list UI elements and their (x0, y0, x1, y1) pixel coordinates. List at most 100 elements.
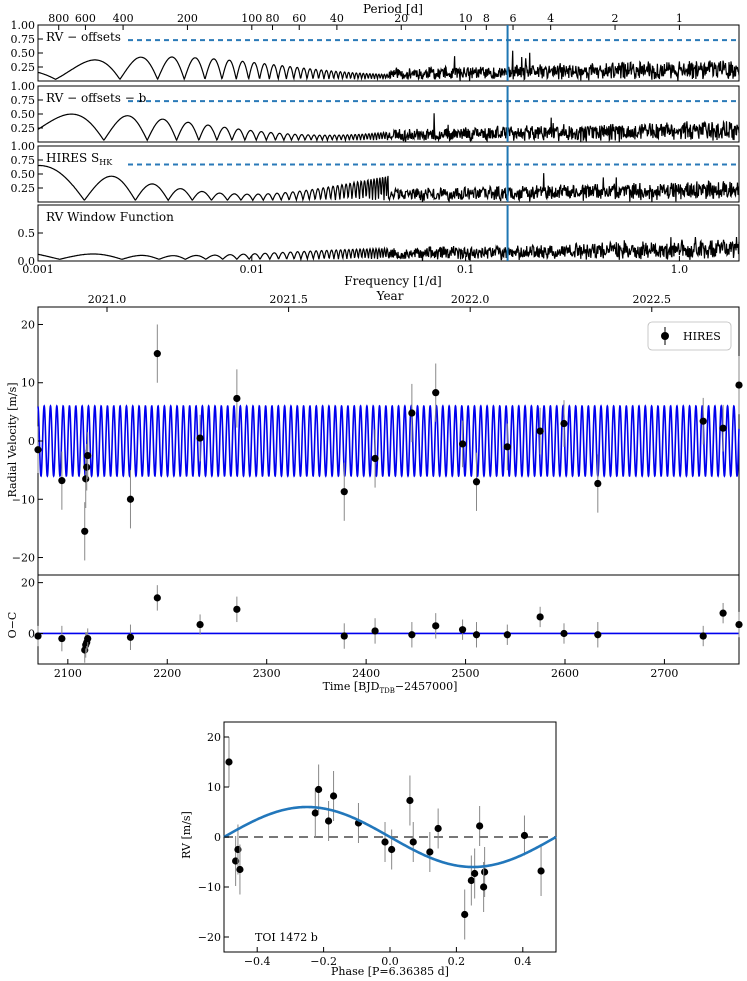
resid-point (432, 622, 440, 630)
resid-point (126, 633, 135, 641)
panel-label-sub: HK (99, 158, 113, 167)
period-ticks: 800 600 400 200 100 80 60 40 20 10 8 6 4 2 1 (48, 12, 683, 30)
period-tick-label: 400 (113, 12, 134, 25)
time-x-tick-label: 2500 (452, 667, 480, 680)
y-tick-label: 0.75 (11, 154, 36, 167)
phase-point (406, 796, 414, 805)
year-axis-title: Year (376, 289, 404, 303)
year-tick-label: 2022.0 (451, 293, 490, 306)
y-tick-label: 0.25 (11, 61, 36, 74)
resid-point (58, 634, 66, 643)
phase-point (426, 848, 434, 856)
resid-point (699, 632, 707, 640)
phase-point (481, 868, 489, 876)
period-tick-label: 800 (48, 12, 69, 25)
rv-point (196, 434, 204, 442)
phase-point (381, 838, 389, 846)
period-tick-label: 20 (394, 12, 408, 25)
resid-point (196, 620, 204, 629)
year-tick-label: 2021.0 (88, 293, 127, 306)
phase-x-tick-label: 0.4 (514, 955, 532, 968)
resid-y-axis-label: O−C (6, 612, 19, 639)
y-tick-label: 0.25 (11, 182, 36, 195)
phase-x-tick-label: 0.0 (381, 955, 399, 968)
frequency-axis-label: Frequency [1/d] (344, 274, 441, 288)
time-x-tick-label: 2700 (650, 667, 678, 680)
time-x-tick-label: 2300 (253, 667, 281, 680)
y-tick-label: 0.0 (18, 255, 36, 268)
phase-point (537, 867, 545, 875)
phase-x-tick-label: −0.2 (310, 955, 337, 968)
rv-y-tick-label: −10 (12, 493, 35, 506)
phase-point (324, 817, 333, 825)
resid-point (458, 626, 467, 634)
rv-point (536, 427, 544, 435)
rv-point (371, 454, 379, 463)
panel-label: RV − offsets (46, 30, 121, 44)
time-axis-label-main: Time [BJD (323, 680, 380, 693)
x-tick-label: 0.1 (457, 263, 475, 276)
y-tick-label: 1.00 (11, 19, 36, 32)
resid-point (719, 609, 727, 617)
panel-label: RV − offsets − b (46, 91, 147, 105)
phase-y-tick-label: 10 (207, 781, 221, 794)
rv-point (560, 419, 568, 428)
periodogram-panel-3: 0.250.500.751.00 HIRES SHK (11, 140, 740, 203)
rv-point (458, 440, 467, 448)
period-tick-label: 600 (75, 12, 96, 25)
phase-point (236, 865, 244, 874)
year-tick-label: 2021.5 (269, 293, 308, 306)
phase-x-tick-label: −0.4 (244, 955, 271, 968)
year-tick-label: 2022.5 (633, 293, 672, 306)
period-tick-label: 4 (547, 12, 554, 25)
resid-point (408, 631, 416, 639)
legend-box (647, 321, 732, 351)
phase-point (434, 824, 442, 833)
resid-point (472, 631, 481, 639)
resid-point (340, 632, 348, 640)
rv-point (34, 446, 42, 454)
y-tick-label: 0.75 (11, 94, 36, 107)
periodogram-panel-4: 0.0 0.5 RV Window Function (18, 204, 740, 268)
rv-point (432, 389, 440, 397)
resid-point (34, 632, 42, 640)
x-tick-label: 1.0 (671, 263, 689, 276)
planet-annotation: TOI 1472 b (255, 931, 318, 944)
periodogram-panel-1: 0.250.500.751.00 RV − offsets (11, 19, 740, 82)
resid-point (560, 629, 568, 638)
periodogram-curve (37, 50, 740, 82)
phase-panel: −20 −10 0 10 20 −0.4 −0.2 0.0 0.2 0.4 (198, 721, 557, 968)
period-tick-label: 2 (612, 12, 619, 25)
time-x-tick-label: 2400 (352, 667, 380, 680)
phase-point (461, 910, 469, 919)
rv-point (83, 463, 91, 471)
year-ticks: 2021.0 2021.5 2022.0 2022.5 (88, 293, 671, 312)
resid-point (84, 634, 92, 643)
y-tick-label: 0.5 (18, 227, 36, 240)
phase-point (232, 857, 240, 865)
phase-point (388, 845, 396, 854)
phase-point (476, 822, 484, 830)
phase-y-axis-label: RV [m/s] (180, 811, 193, 859)
period-tick-label: 6 (510, 12, 517, 25)
period-axis-title: Period [d] (363, 2, 423, 16)
resid-y-tick-label: 20 (21, 577, 35, 590)
resid-point (503, 631, 511, 639)
resid-point (153, 594, 161, 602)
period-tick-label: 40 (330, 12, 344, 25)
phase-y-tick-label: −10 (198, 881, 221, 894)
period-tick-label: 100 (241, 12, 262, 25)
frequency-ticks: 0.001 0.01 0.1 1.0 (22, 256, 688, 276)
time-axis-label: Time [BJDTDB−2457000] (323, 680, 458, 695)
rv-point (58, 477, 66, 485)
rv-point (594, 479, 602, 488)
rv-y-tick-label: 20 (21, 318, 35, 331)
period-tick-label: 80 (266, 12, 280, 25)
rv-point (719, 424, 727, 432)
rv-point (408, 409, 416, 417)
y-tick-label: 0.50 (11, 108, 36, 121)
rv-point (81, 527, 89, 535)
phase-y-tick-label: 20 (207, 731, 221, 744)
resid-y-tick-label: 0 (28, 627, 35, 640)
